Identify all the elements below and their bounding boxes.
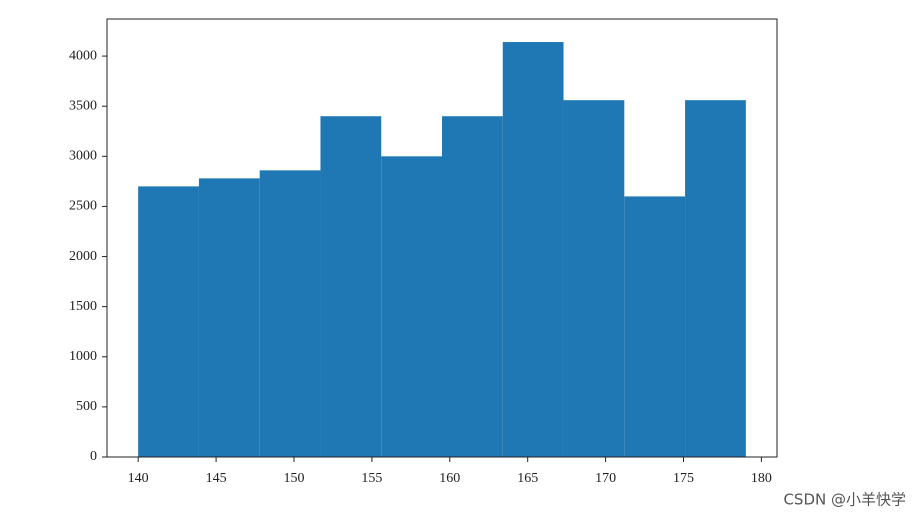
x-tick-label: 165: [517, 471, 538, 486]
x-tick-label: 175: [673, 471, 694, 486]
y-tick-label: 3500: [69, 98, 97, 113]
bar: [320, 116, 382, 457]
watermark: CSDN @小羊快学: [783, 491, 906, 509]
x-tick-label: 150: [283, 471, 304, 486]
bar: [259, 170, 321, 458]
y-tick-label: 2500: [69, 199, 97, 214]
plot-frame: [106, 18, 778, 458]
y-tick-label: 2000: [69, 249, 97, 264]
bar: [624, 196, 686, 457]
bar: [442, 116, 503, 457]
y-tick-label: 1500: [69, 299, 97, 314]
bar: [198, 178, 260, 458]
x-tick-label: 180: [751, 471, 772, 486]
y-tick-label: 4000: [69, 48, 97, 63]
y-tick-label: 500: [76, 399, 97, 414]
y-tick-label: 3000: [69, 149, 97, 164]
bar: [685, 100, 746, 457]
bar: [563, 100, 625, 457]
bar: [502, 42, 564, 457]
bar: [138, 186, 199, 458]
x-tick-label: 160: [439, 471, 460, 486]
y-tick-label: 0: [90, 449, 97, 464]
y-tick-label: 1000: [69, 349, 97, 364]
bar: [381, 156, 442, 457]
x-tick-label: 155: [361, 471, 382, 486]
x-tick-label: 170: [595, 471, 616, 486]
x-tick-label: 140: [128, 471, 149, 486]
x-tick-label: 145: [206, 471, 227, 486]
